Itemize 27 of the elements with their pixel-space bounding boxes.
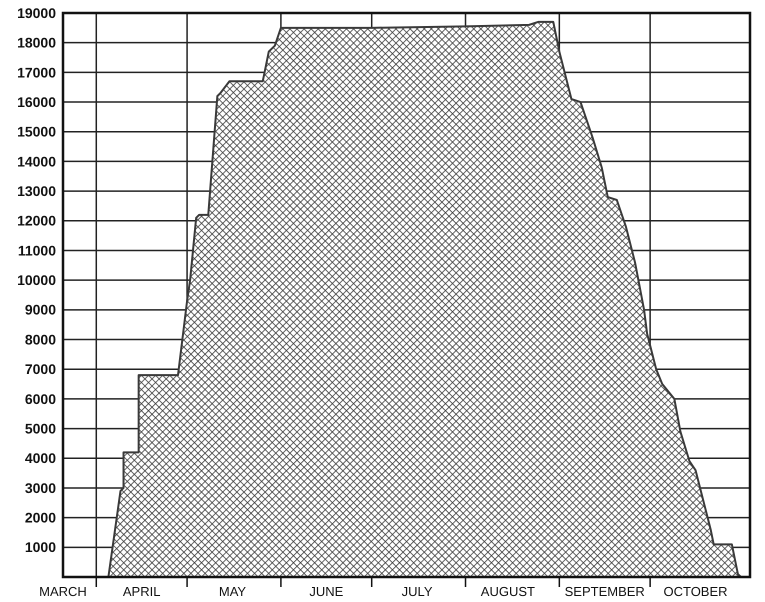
y-tick-label: 12000 [17,212,56,229]
x-tick-label: SEPTEMBER [564,584,645,599]
x-tick-label: MARCH [39,584,87,599]
y-tick-label: 13000 [17,183,56,200]
y-tick-label: 1000 [24,539,56,556]
y-tick-label: 4000 [24,450,56,466]
x-tick-label: APRIL [122,584,160,599]
y-tick-label: 19000 [17,4,56,21]
y-tick-label: 7000 [24,361,56,378]
y-tick-label: 17000 [17,64,56,80]
y-tick-label: 10000 [17,272,56,288]
y-tick-label: 3000 [24,480,56,496]
y-tick-label: 5000 [24,420,56,436]
y-tick-label: 9000 [24,302,56,318]
x-tick-label: OCTOBER [663,584,728,599]
x-tick-label: AUGUST [480,584,536,599]
x-tick-label: MAY [218,584,246,599]
y-tick-label: 18000 [17,34,56,51]
y-tick-label: 14000 [17,153,56,170]
y-tick-label: 6000 [24,390,56,407]
y-tick-label: 2000 [24,510,56,526]
y-tick-label: 11000 [18,242,56,258]
y-tick-label: 15000 [17,124,56,140]
x-tick-label: JUNE [309,584,344,599]
y-tick-label: 16000 [17,94,56,110]
x-tick-label: JULY [402,584,433,599]
y-tick-label: 8000 [24,331,56,348]
